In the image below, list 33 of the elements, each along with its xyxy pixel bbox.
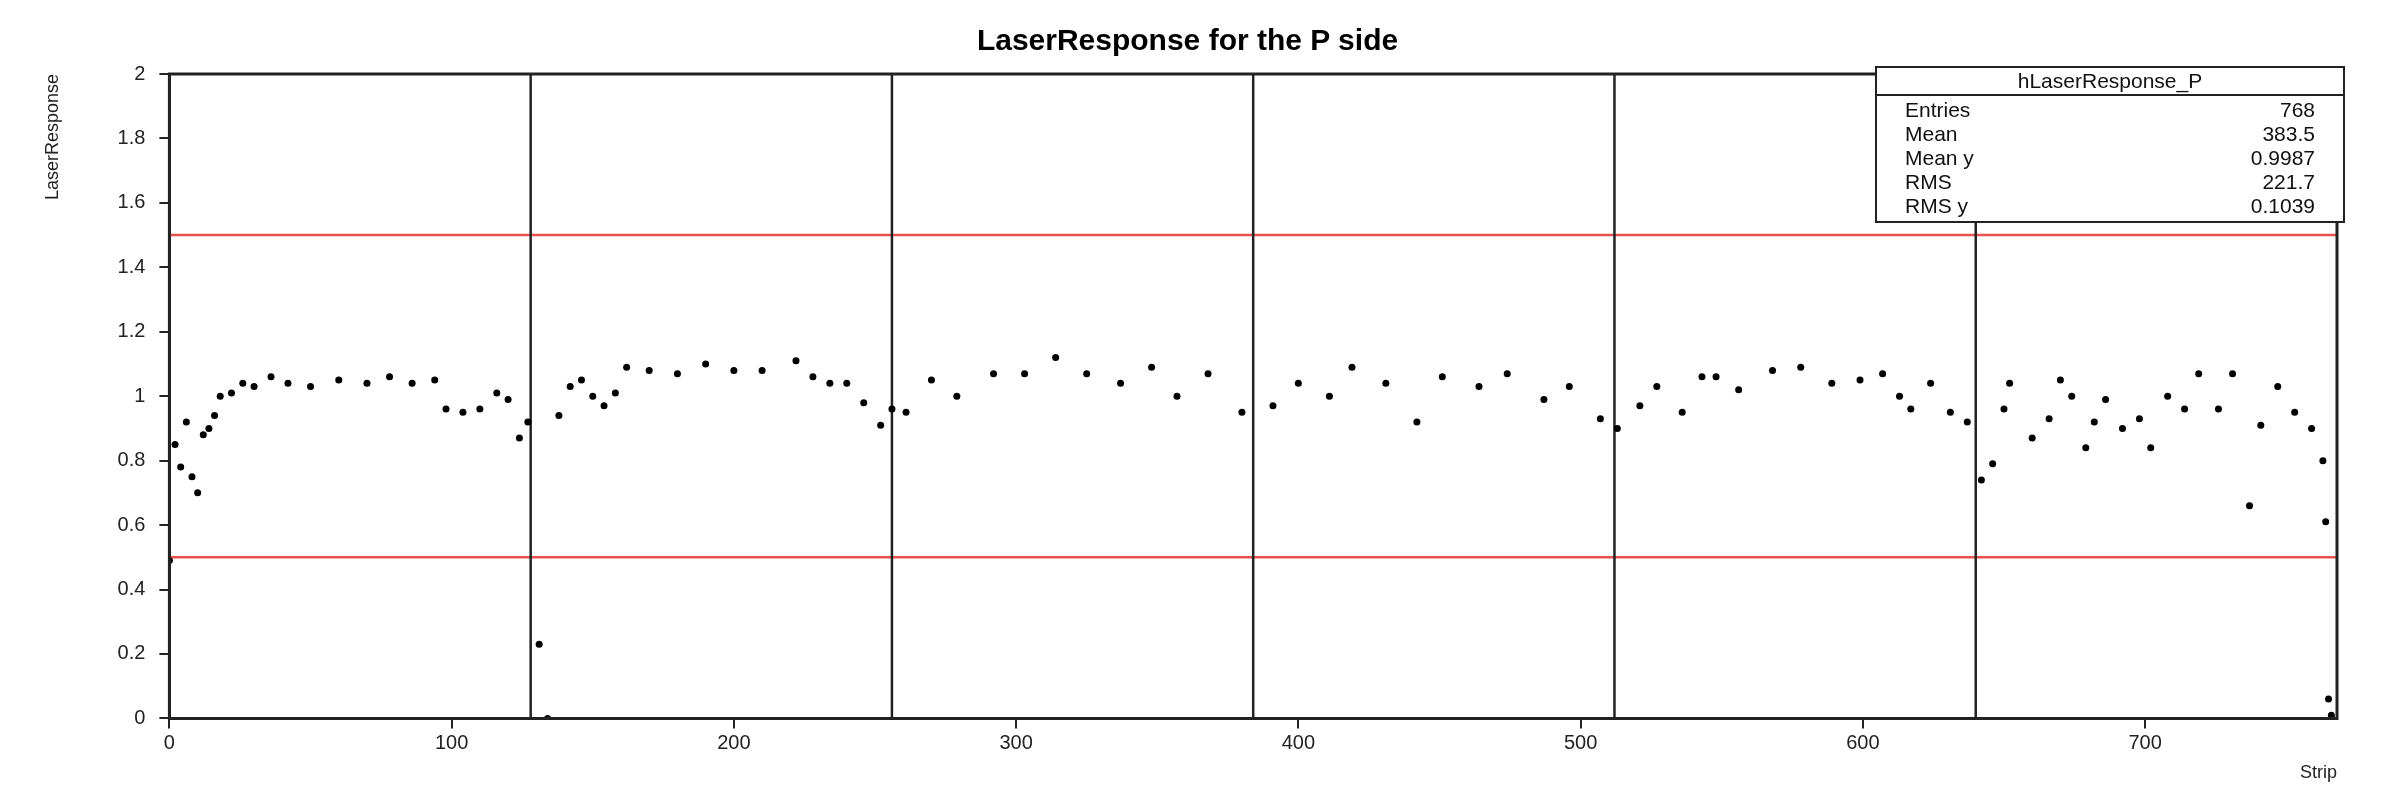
y-tick-label: 1.8 (117, 125, 146, 148)
y-tick-label: 1.2 (117, 319, 146, 342)
x-tick-label: 0 (163, 730, 175, 753)
y-tick-label: 1.4 (117, 254, 146, 277)
y-axis-title: LaserResponse (41, 74, 62, 201)
annotation: 0.9987 (2250, 146, 2315, 170)
annotation: RMS y (1905, 194, 1968, 218)
x-tick-label: 200 (717, 730, 751, 753)
annotation: 0.1039 (2250, 194, 2315, 218)
y-tick-label: 0.4 (117, 577, 146, 600)
annotation: 383.5 (2262, 122, 2315, 146)
y-tick-label: 1.6 (117, 190, 146, 213)
y-tick-label: 1 (134, 383, 146, 406)
annotation: Entries (1905, 98, 1971, 122)
x-tick-label: 500 (1563, 730, 1598, 753)
x-tick-label: 400 (1281, 730, 1316, 753)
x-tick-label: 700 (2128, 730, 2162, 753)
annotation: RMS (1905, 170, 1952, 194)
x-tick-label: 100 (434, 730, 469, 753)
y-tick-label: 2 (134, 61, 146, 84)
x-tick-label: 600 (1846, 730, 1880, 753)
annotation: Mean y (1905, 146, 1974, 170)
chart-title: LaserResponse for the P side (976, 23, 1399, 57)
x-axis-title: Strip (2299, 762, 2337, 783)
y-tick-label: 0.6 (117, 512, 146, 535)
y-tick-label: 0 (134, 705, 146, 728)
x-tick-label: 300 (999, 730, 1033, 753)
annotation: 768 (2279, 98, 2315, 122)
annotation: hLaserResponse_P (1875, 66, 2345, 96)
annotation: 221.7 (2262, 170, 2315, 194)
y-tick-label: 0.2 (117, 641, 146, 664)
annotation: Mean (1905, 122, 1958, 146)
y-tick-label: 0.8 (117, 448, 146, 471)
